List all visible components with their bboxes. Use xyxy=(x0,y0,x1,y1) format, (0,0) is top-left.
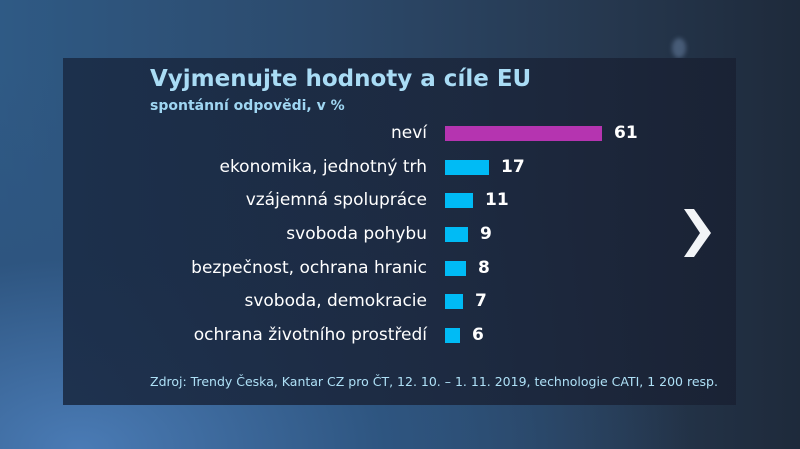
background-bokeh xyxy=(672,38,686,58)
chart-panel xyxy=(63,58,736,405)
bar-row: bezpečnost, ochrana hranic 8 xyxy=(0,256,800,280)
source-note: Zdroj: Trendy Česka, Kantar CZ pro ČT, 1… xyxy=(150,374,718,389)
bar-label: bezpečnost, ochrana hranic xyxy=(191,258,427,278)
bar-label: svoboda pohybu xyxy=(286,224,427,244)
bar-label: neví xyxy=(390,123,427,143)
bar-row: ochrana životního prostředí 6 xyxy=(0,323,800,347)
chevron-right-icon xyxy=(684,209,711,257)
bar-value: 17 xyxy=(501,157,525,177)
bar-value: 61 xyxy=(614,123,638,143)
next-slide-button[interactable] xyxy=(684,209,712,257)
bar xyxy=(445,328,460,343)
chart-title: Vyjmenujte hodnoty a cíle EU xyxy=(150,66,532,92)
bar-row: ekonomika, jednotný trh 17 xyxy=(0,155,800,179)
bar-row: svoboda pohybu 9 xyxy=(0,222,800,246)
bar xyxy=(445,160,489,175)
bar-label: svoboda, demokracie xyxy=(244,291,427,311)
chart-subtitle: spontánní odpovědi, v % xyxy=(150,98,345,114)
bar-label: vzájemná spolupráce xyxy=(245,190,427,210)
bar-row: svoboda, demokracie 7 xyxy=(0,289,800,313)
bar-value: 7 xyxy=(475,291,487,311)
bar xyxy=(445,261,466,276)
bar-value: 11 xyxy=(485,190,509,210)
bar xyxy=(445,294,463,309)
bar-label: ochrana životního prostředí xyxy=(193,325,427,345)
bar-row: vzájemná spolupráce 11 xyxy=(0,188,800,212)
bar-value: 6 xyxy=(472,325,484,345)
bar-value: 9 xyxy=(480,224,492,244)
bar xyxy=(445,193,473,208)
bar-label: ekonomika, jednotný trh xyxy=(219,157,427,177)
bar-value: 8 xyxy=(478,258,490,278)
bar-row: neví 61 xyxy=(0,121,800,145)
bar xyxy=(445,227,468,242)
bar xyxy=(445,126,602,141)
